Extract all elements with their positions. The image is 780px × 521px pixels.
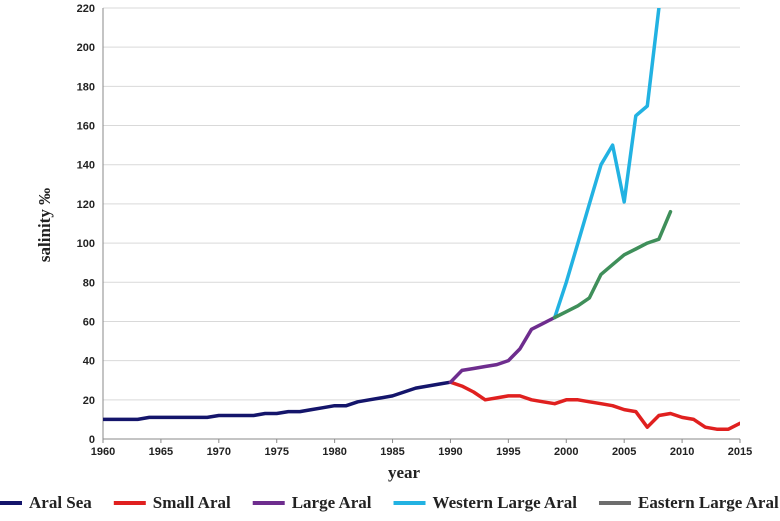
series-lines xyxy=(103,8,740,431)
y-tick-label: 140 xyxy=(77,160,95,172)
legend-item-small-aral: Small Aral xyxy=(113,493,231,512)
tick-labels: 0 20 40 60 80 100 120 140 160 180 200 220 1960 1965 19… xyxy=(77,3,753,458)
x-tick-label: 1970 xyxy=(207,446,231,458)
x-tick-label: 1990 xyxy=(438,446,462,458)
series-line-aral-sea xyxy=(103,380,453,422)
legend-item-western-large-aral: Western Large Aral xyxy=(393,493,578,512)
x-tick-label: 2000 xyxy=(554,446,578,458)
x-tick-label: 1985 xyxy=(380,446,404,458)
legend-label: Small Aral xyxy=(153,493,231,512)
series-line-eastern-large-aral xyxy=(552,209,673,320)
y-tick-label: 220 xyxy=(77,3,95,15)
x-tick-label: 2015 xyxy=(728,446,752,458)
x-tick-label: 1995 xyxy=(496,446,520,458)
x-tick-label: 2010 xyxy=(670,446,694,458)
x-tick-label: 2005 xyxy=(612,446,636,458)
axes xyxy=(102,8,741,443)
gridlines xyxy=(103,7,740,401)
series-line-western-large-aral xyxy=(552,8,661,320)
x-tick-label: 1975 xyxy=(264,446,288,458)
series-line-small-aral xyxy=(448,380,740,431)
legend-label: Western Large Aral xyxy=(433,493,578,512)
legend-item-large-aral: Large Aral xyxy=(252,493,372,512)
y-tick-label: 20 xyxy=(83,395,95,407)
x-tick-label: 1980 xyxy=(322,446,346,458)
legend: Aral Sea Small Aral Large Aral Western Larg… xyxy=(0,493,779,512)
y-tick-label: 80 xyxy=(83,277,95,289)
legend-label: Large Aral xyxy=(292,493,372,512)
x-axis-title: year xyxy=(388,463,421,482)
y-tick-label: 160 xyxy=(77,121,95,133)
series-line-large-aral xyxy=(448,315,557,384)
legend-item-eastern-large-aral: Eastern Large Aral xyxy=(598,493,779,512)
legend-label: Aral Sea xyxy=(29,493,92,512)
y-tick-label: 40 xyxy=(83,356,95,368)
y-axis-title: salinity ‰ xyxy=(35,188,54,262)
legend-label: Eastern Large Aral xyxy=(638,493,779,512)
y-tick-label: 180 xyxy=(77,81,95,93)
y-tick-label: 200 xyxy=(77,42,95,54)
y-tick-label: 120 xyxy=(77,199,95,211)
y-tick-label: 60 xyxy=(83,316,95,328)
x-tick-label: 1960 xyxy=(91,446,115,458)
y-tick-label: 0 xyxy=(89,434,95,446)
legend-item-aral-sea: Aral Sea xyxy=(0,493,92,512)
x-tick-label: 1965 xyxy=(149,446,173,458)
y-tick-label: 100 xyxy=(77,238,95,250)
